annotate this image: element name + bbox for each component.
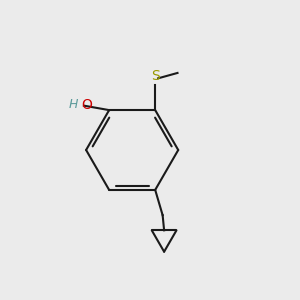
Text: H: H — [68, 98, 78, 111]
Text: O: O — [81, 98, 92, 112]
Text: S: S — [152, 69, 160, 83]
